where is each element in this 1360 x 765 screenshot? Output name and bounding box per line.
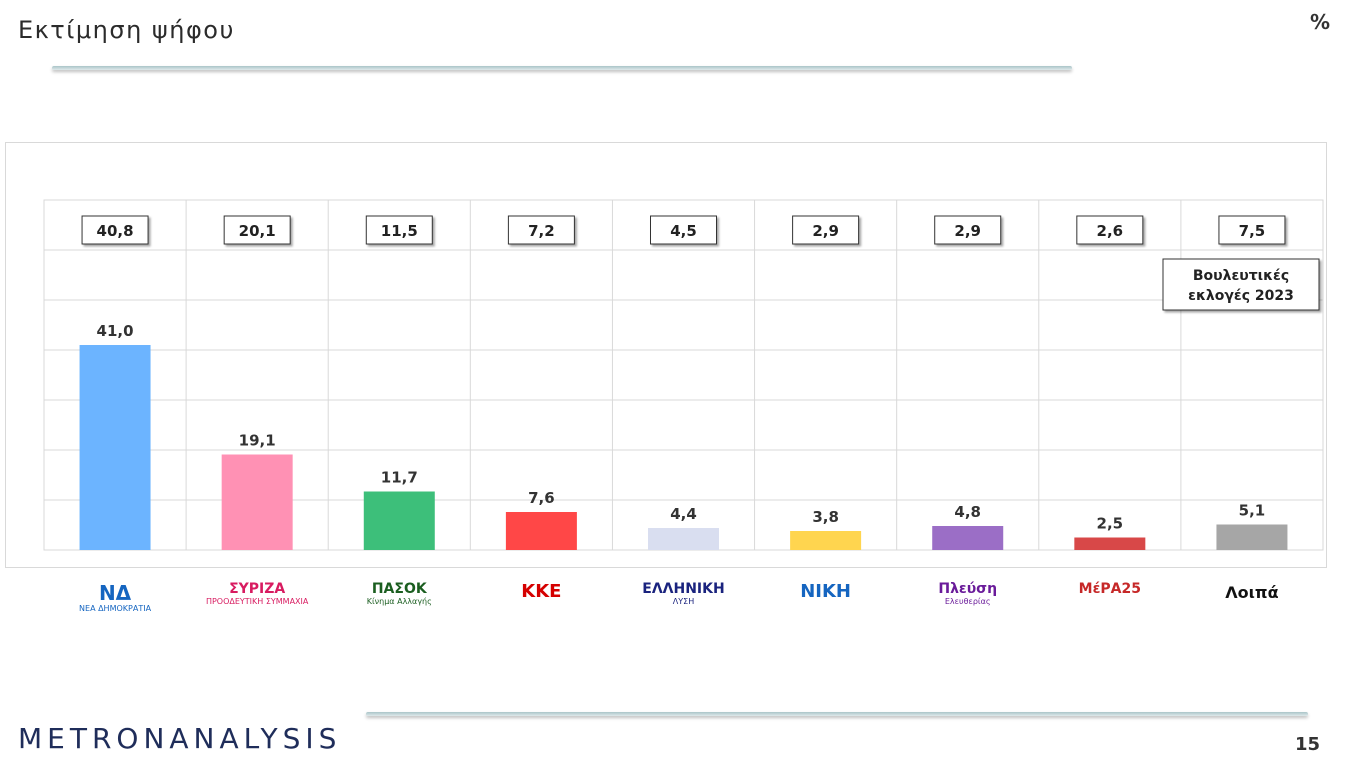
logo-text: ΝΔ bbox=[98, 581, 132, 605]
bar-value-label: 7,6 bbox=[528, 489, 555, 507]
logo-text: ΜέΡΑ25 bbox=[1078, 581, 1141, 597]
plefsi-logo: Πλεύση Ελευθερίας bbox=[908, 572, 1028, 628]
prev-election-value: 11,5 bbox=[381, 222, 418, 240]
bar bbox=[1074, 537, 1146, 550]
kke-logo: ΚΚΕ bbox=[481, 572, 601, 628]
prev-election-box bbox=[223, 215, 291, 245]
prev-election-value: 2,9 bbox=[954, 222, 981, 240]
prev-election-box bbox=[81, 215, 149, 245]
bar-value-label: 5,1 bbox=[1239, 502, 1266, 520]
prev-election-box bbox=[650, 215, 717, 245]
bar-value-label: 11,7 bbox=[381, 469, 418, 487]
logo-text: ΝΙΚΗ bbox=[800, 581, 851, 602]
mera25-logo: ΜέΡΑ25 bbox=[1050, 572, 1170, 628]
prev-election-value: 20,1 bbox=[239, 222, 276, 240]
prev-election-value: 40,8 bbox=[97, 222, 134, 240]
logo-subtext: ΝΕΑ ΔΗΜΟΚΡΑΤΙΑ bbox=[79, 604, 152, 613]
logo-text: ΠΑΣΟΚ bbox=[371, 581, 427, 597]
bar-value-label: 3,8 bbox=[812, 508, 839, 526]
prev-election-box bbox=[1076, 215, 1144, 245]
logo-text: ΕΛΛΗΝΙΚΗ bbox=[642, 581, 725, 597]
prev-election-box bbox=[792, 215, 860, 245]
logo-text: ΚΚΕ bbox=[521, 581, 562, 602]
bar bbox=[79, 345, 151, 550]
pasok-logo: ΠΑΣΟΚ Κίνημα Αλλαγής bbox=[339, 572, 459, 628]
bar-value-label: 4,4 bbox=[670, 505, 697, 523]
prev-election-box bbox=[507, 215, 575, 245]
prev-election-box bbox=[365, 215, 433, 245]
prev-election-value: 2,9 bbox=[812, 222, 839, 240]
prev-election-value: 2,6 bbox=[1097, 222, 1124, 240]
page-number: 15 bbox=[1294, 734, 1320, 755]
legend-note-2023: Βουλευτικές εκλογές 2023 bbox=[1162, 258, 1320, 311]
nd-logo: ΝΔ ΝΕΑ ΔΗΜΟΚΡΑΤΙΑ bbox=[55, 572, 175, 628]
chart-bars bbox=[79, 345, 1288, 550]
prev-election-box bbox=[934, 215, 1002, 245]
bar bbox=[1216, 524, 1288, 550]
logo-subtext: Κίνημα Αλλαγής bbox=[366, 597, 432, 607]
brand-wordmark: METRONANALYSIS bbox=[18, 722, 342, 755]
prev-election-value: 4,5 bbox=[670, 222, 697, 240]
bar bbox=[790, 531, 862, 550]
prev-election-value: 7,5 bbox=[1239, 222, 1266, 240]
logo-subtext: ΛΥΣΗ bbox=[672, 597, 695, 607]
chart-2023-boxes: 40,8 20,1 11,5 7,2 4,5 2,9 2,9 2,6 7,5 bbox=[81, 215, 1286, 245]
niki-logo: ΝΙΚΗ bbox=[766, 572, 886, 628]
bar-value-label: 4,8 bbox=[954, 503, 981, 521]
logo-text: Λοιπά bbox=[1225, 583, 1279, 602]
syriza-logo: ΣΥΡΙΖΑ ΠΡΟΟΔΕΥΤΙΚΗ ΣΥΜΜΑΧΙΑ bbox=[197, 572, 317, 628]
elliniki-lysi-logo: ΕΛΛΗΝΙΚΗ ΛΥΣΗ bbox=[624, 572, 744, 628]
prev-election-box bbox=[1218, 215, 1286, 245]
bar bbox=[505, 512, 577, 550]
logo-text: Πλεύση bbox=[938, 581, 998, 597]
bar bbox=[932, 526, 1004, 550]
loipa-label: Λοιπά bbox=[1192, 572, 1312, 628]
page-title: Εκτίμηση ψήφου bbox=[18, 16, 235, 44]
legend-note-line-1: Βουλευτικές bbox=[1193, 268, 1289, 284]
unit-label: % bbox=[1309, 10, 1330, 34]
bar-value-label: 2,5 bbox=[1097, 515, 1124, 533]
prev-election-value: 7,2 bbox=[528, 222, 555, 240]
logo-text: ΣΥΡΙΖΑ bbox=[229, 581, 286, 597]
footer-divider bbox=[366, 712, 1308, 716]
logo-subtext: Ελευθερίας bbox=[944, 597, 991, 607]
title-divider bbox=[52, 66, 1072, 70]
logo-subtext: ΠΡΟΟΔΕΥΤΙΚΗ ΣΥΜΜΑΧΙΑ bbox=[205, 597, 309, 607]
bar-value-label: 41,0 bbox=[97, 322, 134, 340]
chart-value-labels: 41,0 19,1 11,7 7,6 4,4 3,8 4,8 2,5 5,1 bbox=[97, 322, 1266, 533]
bar bbox=[221, 454, 293, 550]
legend-note-line-2: εκλογές 2023 bbox=[1188, 288, 1294, 304]
bar bbox=[363, 491, 435, 550]
bar bbox=[648, 528, 719, 550]
bar-value-label: 19,1 bbox=[239, 432, 276, 450]
